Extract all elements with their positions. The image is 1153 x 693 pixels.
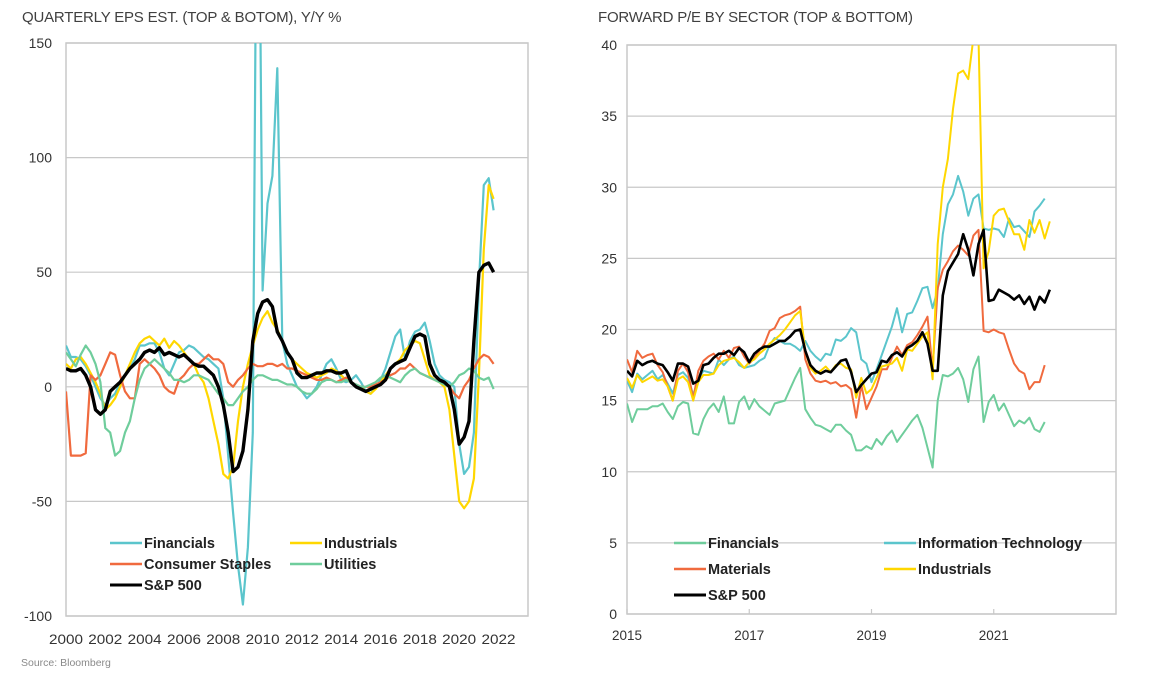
y-tick-label: 5 xyxy=(609,535,617,551)
x-tick-label: 2002 xyxy=(88,631,122,647)
eps-y-tick-labels: 150 100 50 0 -50 -100 xyxy=(24,35,52,624)
series-line-financials xyxy=(66,43,495,606)
legend-item-s-p-500: S&P 500 xyxy=(110,578,202,594)
pe-x-tick-labels: 2015 2017 2019 2021 xyxy=(612,627,1009,643)
x-tick-label: 2014 xyxy=(324,631,358,647)
x-tick-label: 2018 xyxy=(403,631,437,647)
legend-item-industrials: Industrials xyxy=(290,536,397,552)
legend-label: Industrials xyxy=(918,562,991,578)
eps-x-tick-labels: 2000 2002 2004 2006 2008 2010 2012 2014 2016 2018… xyxy=(49,631,516,647)
legend-label: Information Technology xyxy=(918,536,1082,552)
legend-label: S&P 500 xyxy=(708,588,766,604)
x-tick-label: 2006 xyxy=(167,631,201,647)
x-tick-label: 2020 xyxy=(442,631,476,647)
series-line-industrials xyxy=(627,45,1051,402)
x-tick-label: 2004 xyxy=(128,631,162,647)
legend-item-industrials: Industrials xyxy=(884,562,991,578)
legend-label: Materials xyxy=(708,562,771,578)
legend-label: Financials xyxy=(708,536,779,552)
y-tick-label: 100 xyxy=(29,150,53,166)
legend-item-consumer-staples: Consumer Staples xyxy=(110,557,271,573)
eps-gridlines xyxy=(65,42,529,617)
legend-label: Financials xyxy=(144,536,215,552)
y-tick-label: 40 xyxy=(601,37,617,53)
y-tick-label: 150 xyxy=(29,35,53,51)
legend-item-utilities: Utilities xyxy=(290,557,376,573)
legend-item-s-p-500: S&P 500 xyxy=(674,588,766,604)
legend-label: S&P 500 xyxy=(144,578,202,594)
x-tick-label: 2022 xyxy=(482,631,516,647)
plot-frame xyxy=(65,42,529,617)
series-line-utilities xyxy=(66,344,495,457)
y-tick-label: 0 xyxy=(44,379,52,395)
x-tick-label: 2017 xyxy=(734,627,764,643)
x-tick-label: 2015 xyxy=(612,627,642,643)
x-tick-label: 2021 xyxy=(979,627,1009,643)
source-note: Source: Bloomberg xyxy=(21,657,111,669)
series-line-s-p-500 xyxy=(627,228,1052,394)
legend-item-financials: Financials xyxy=(674,536,779,552)
series-line-financials xyxy=(627,355,1046,469)
x-tick-label: 2012 xyxy=(285,631,319,647)
y-tick-label: 15 xyxy=(601,393,617,409)
x-tick-label: 2016 xyxy=(364,631,398,647)
x-tick-label: 2010 xyxy=(246,631,280,647)
chart-title-left: QUARTERLY EPS EST. (TOP & BOTOM), Y/Y % xyxy=(22,9,342,26)
y-tick-label: 20 xyxy=(601,322,617,338)
pe-legend: Financials Information Technology Material… xyxy=(674,536,1082,604)
legend-item-information-technology: Information Technology xyxy=(884,536,1082,552)
legend-item-materials: Materials xyxy=(674,562,771,578)
legend-label: Consumer Staples xyxy=(144,557,271,573)
y-tick-label: -50 xyxy=(32,493,52,509)
eps-series-lines xyxy=(66,43,496,606)
pe-gridlines xyxy=(626,44,1117,615)
eps-legend: Financials Industrials Consumer Staples Uti… xyxy=(110,536,397,594)
y-tick-label: 35 xyxy=(601,108,617,124)
legend-label: Industrials xyxy=(324,536,397,552)
y-tick-label: 0 xyxy=(609,606,617,622)
series-line-s-p-500 xyxy=(66,261,496,474)
legend-label: Utilities xyxy=(324,557,376,573)
chart-title-right: FORWARD P/E BY SECTOR (TOP & BOTTOM) xyxy=(598,9,913,26)
x-tick-label: 2008 xyxy=(206,631,240,647)
y-tick-label: 50 xyxy=(36,264,52,280)
x-tick-label: 2000 xyxy=(49,631,83,647)
legend-item-financials: Financials xyxy=(110,536,215,552)
x-tick-label: 2019 xyxy=(857,627,887,643)
y-tick-label: 30 xyxy=(601,179,617,195)
y-tick-label: 25 xyxy=(601,250,617,266)
y-tick-label: -100 xyxy=(24,608,52,624)
pe-y-tick-labels: 40 35 30 25 20 15 10 5 0 xyxy=(601,37,617,622)
y-tick-label: 10 xyxy=(601,464,617,480)
pe-series-lines xyxy=(627,45,1052,469)
